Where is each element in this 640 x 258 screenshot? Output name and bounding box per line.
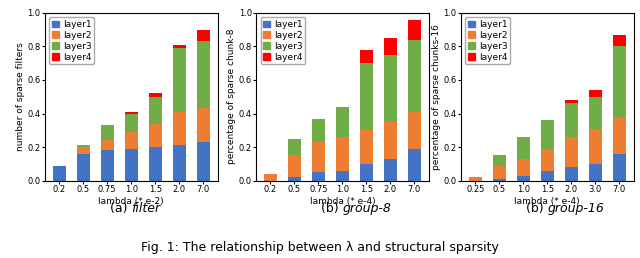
Bar: [312, 142, 325, 172]
Bar: [408, 20, 421, 40]
Legend: layer1, layer2, layer3, layer4: layer1, layer2, layer3, layer4: [465, 17, 510, 64]
Bar: [312, 119, 325, 142]
Bar: [612, 46, 626, 117]
Bar: [77, 147, 90, 154]
Bar: [125, 132, 138, 149]
Bar: [196, 142, 210, 181]
Text: filter: filter: [131, 203, 161, 215]
Bar: [100, 150, 114, 181]
Bar: [100, 125, 114, 140]
Bar: [336, 107, 349, 137]
Bar: [264, 174, 277, 181]
Bar: [360, 63, 373, 130]
Y-axis label: number of sparse filters: number of sparse filters: [15, 42, 24, 151]
Bar: [384, 159, 397, 181]
Y-axis label: percentage of sparse chunks-16: percentage of sparse chunks-16: [431, 24, 440, 170]
Bar: [564, 100, 578, 103]
Text: (a): (a): [109, 203, 131, 215]
Bar: [173, 112, 186, 146]
Bar: [148, 93, 162, 97]
Bar: [384, 122, 397, 159]
Bar: [196, 30, 210, 41]
Bar: [493, 166, 506, 179]
Bar: [77, 146, 90, 147]
Bar: [384, 38, 397, 55]
Bar: [493, 179, 506, 181]
Bar: [564, 137, 578, 167]
Bar: [52, 166, 66, 181]
Bar: [312, 172, 325, 181]
Bar: [288, 139, 301, 155]
Bar: [408, 112, 421, 149]
Bar: [125, 112, 138, 114]
Bar: [541, 171, 554, 181]
Text: group-16: group-16: [547, 203, 604, 215]
Bar: [564, 167, 578, 181]
Bar: [336, 171, 349, 181]
Bar: [288, 177, 301, 181]
Bar: [516, 159, 530, 175]
Bar: [589, 97, 602, 129]
Bar: [173, 45, 186, 48]
Bar: [612, 117, 626, 154]
Bar: [493, 155, 506, 166]
Bar: [541, 149, 554, 171]
Bar: [612, 154, 626, 181]
Bar: [196, 41, 210, 108]
Bar: [148, 97, 162, 124]
Bar: [384, 55, 397, 122]
Text: (b): (b): [321, 203, 342, 215]
Bar: [589, 129, 602, 164]
Bar: [516, 175, 530, 181]
X-axis label: lambda (* e-4): lambda (* e-4): [515, 197, 580, 206]
Bar: [288, 155, 301, 177]
Bar: [173, 146, 186, 181]
Bar: [408, 149, 421, 181]
Y-axis label: percentage of sparse chunk-8: percentage of sparse chunk-8: [227, 29, 236, 165]
Bar: [336, 137, 349, 171]
Bar: [589, 164, 602, 181]
X-axis label: lambda (* e-2): lambda (* e-2): [99, 197, 164, 206]
Bar: [468, 177, 482, 181]
Bar: [173, 48, 186, 112]
Text: (b): (b): [525, 203, 547, 215]
X-axis label: lambda (* e-4): lambda (* e-4): [310, 197, 375, 206]
Bar: [541, 120, 554, 149]
Bar: [360, 50, 373, 63]
Bar: [516, 137, 530, 159]
Text: group-8: group-8: [342, 203, 391, 215]
Bar: [125, 114, 138, 132]
Bar: [148, 147, 162, 181]
Legend: layer1, layer2, layer3, layer4: layer1, layer2, layer3, layer4: [49, 17, 94, 64]
Bar: [148, 124, 162, 147]
Bar: [196, 108, 210, 142]
Bar: [100, 140, 114, 150]
Bar: [77, 154, 90, 181]
Bar: [408, 40, 421, 112]
Bar: [360, 164, 373, 181]
Bar: [564, 103, 578, 137]
Bar: [612, 35, 626, 46]
Bar: [360, 130, 373, 164]
Bar: [125, 149, 138, 181]
Text: Fig. 1: The relationship between λ and structural sparsity: Fig. 1: The relationship between λ and s…: [141, 241, 499, 254]
Bar: [589, 90, 602, 97]
Legend: layer1, layer2, layer3, layer4: layer1, layer2, layer3, layer4: [260, 17, 305, 64]
